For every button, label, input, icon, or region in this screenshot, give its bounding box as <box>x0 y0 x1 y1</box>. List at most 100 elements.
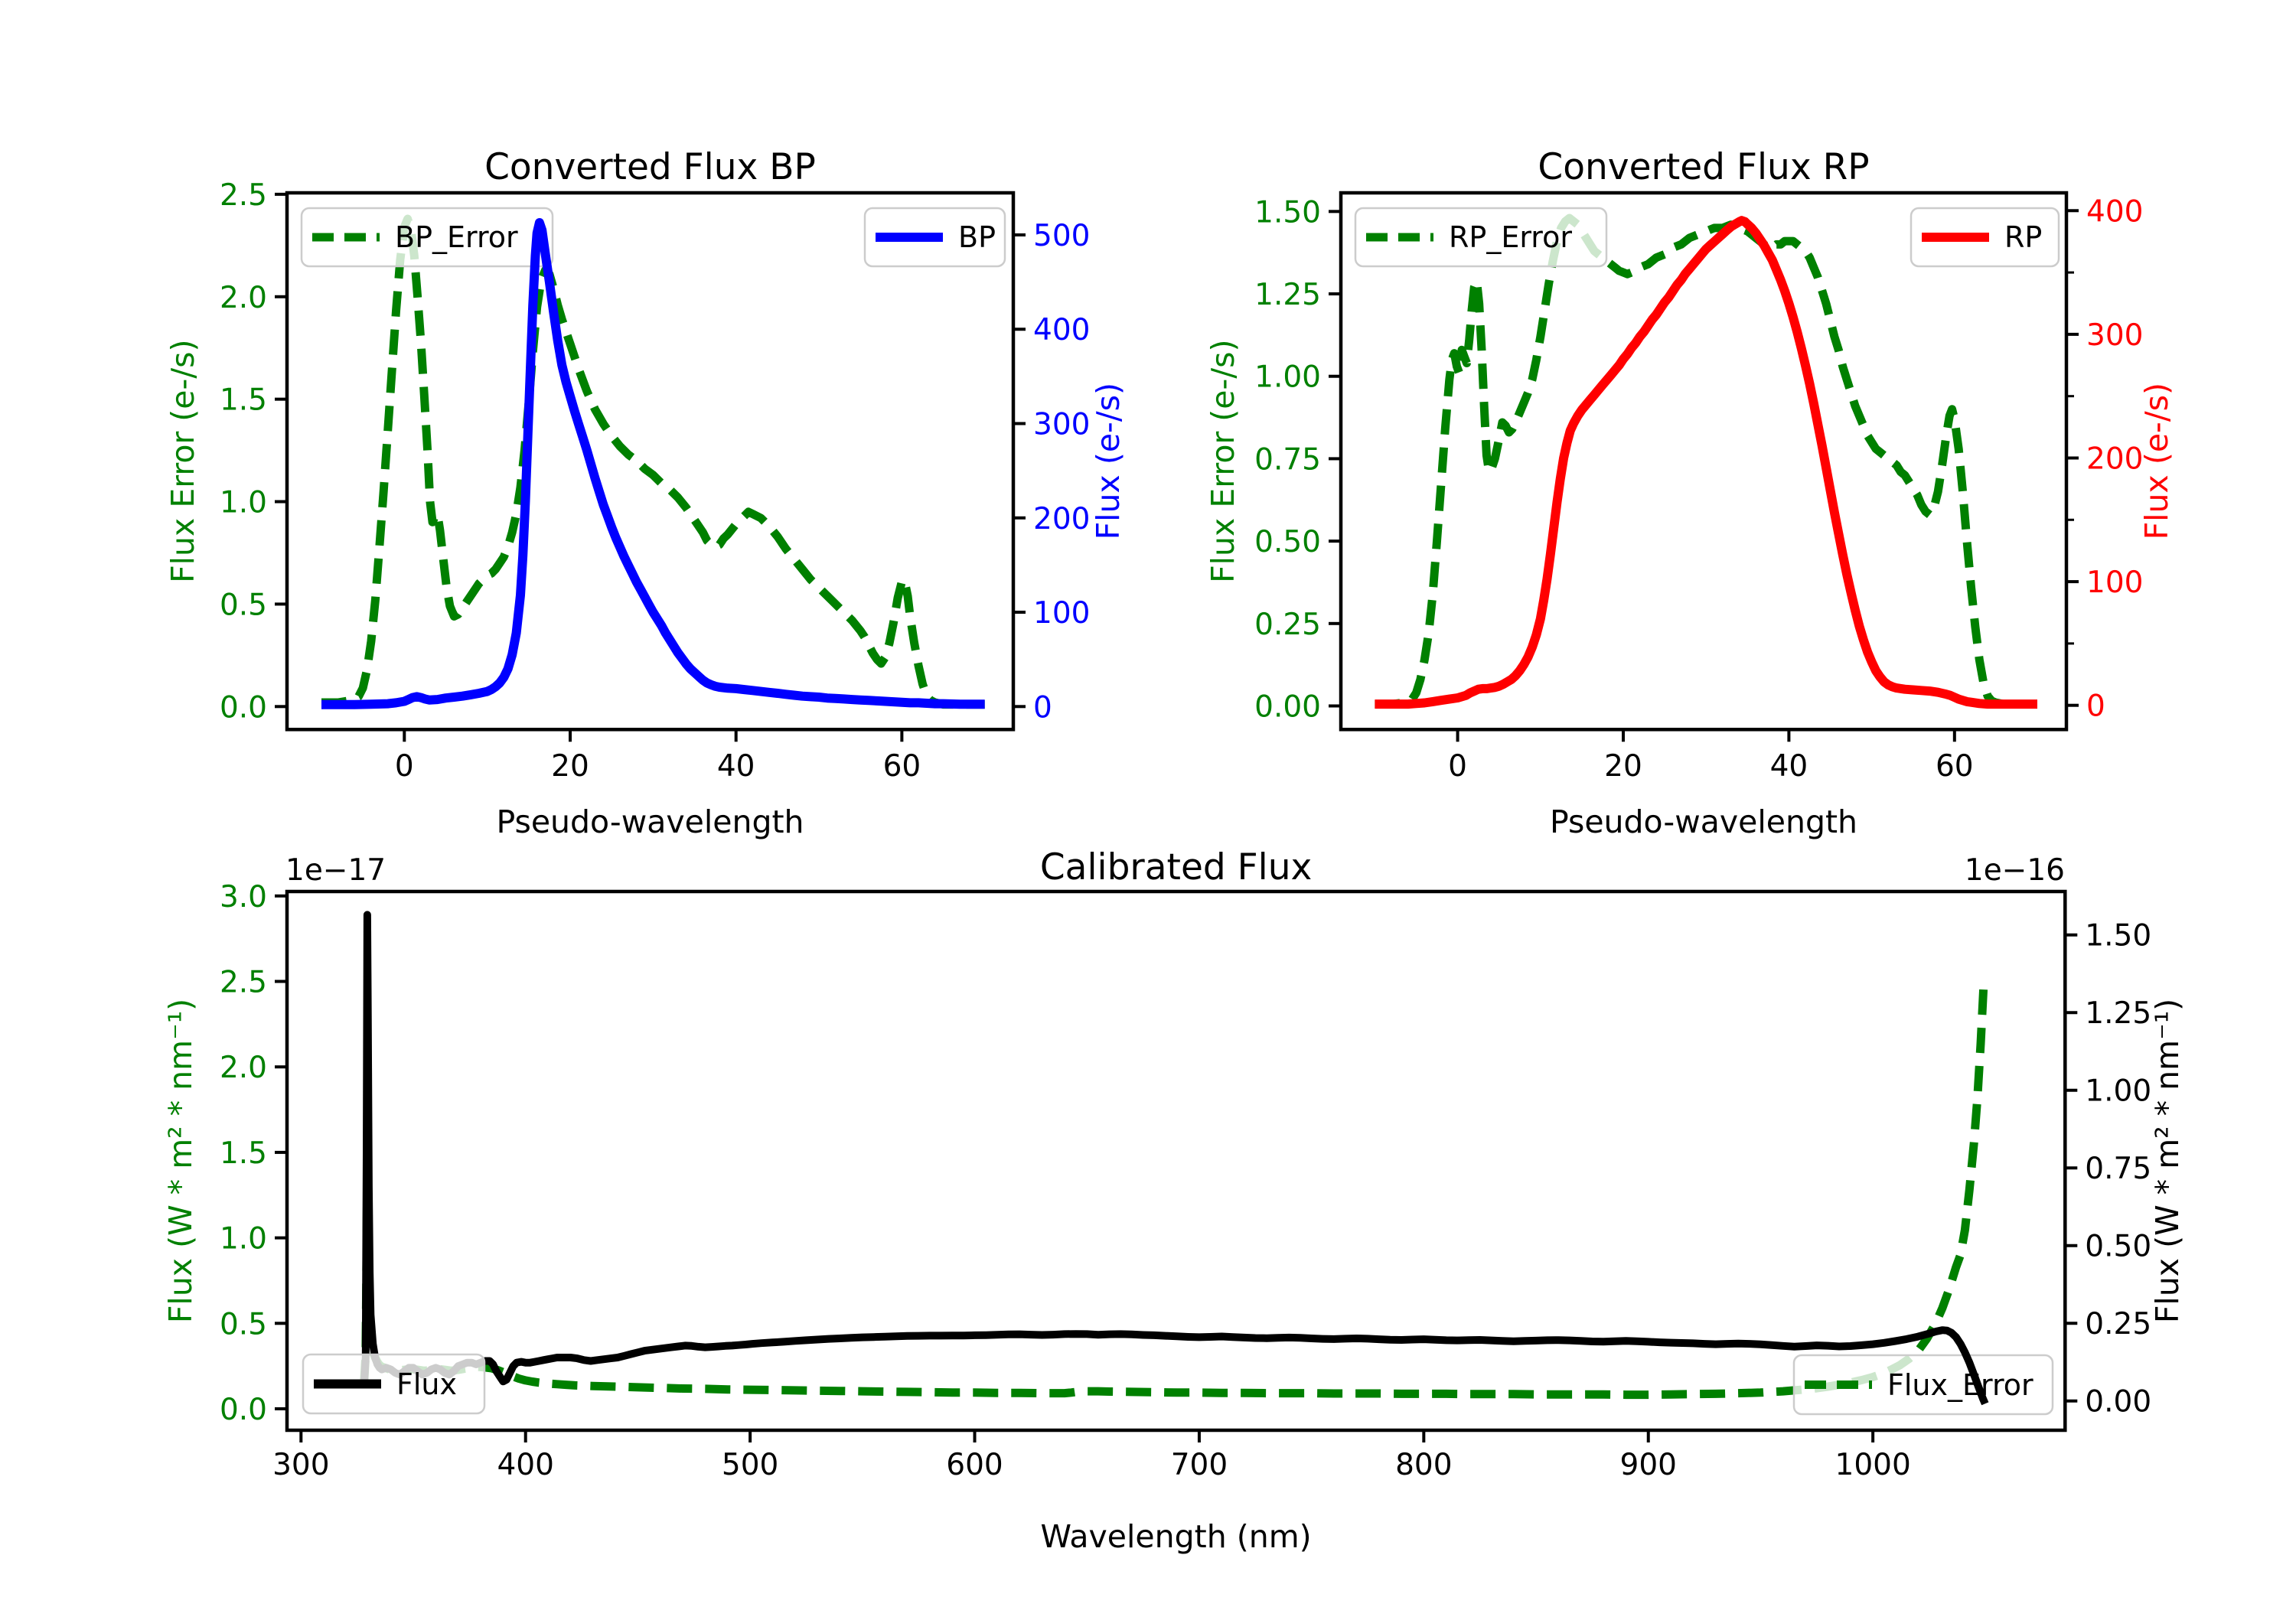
plot-title: Converted Flux BP <box>484 146 816 188</box>
legend-flux[interactable]: Flux <box>302 1353 486 1415</box>
tick-label: 200 <box>2086 442 2143 476</box>
tick-label: 0.00 <box>2085 1385 2151 1420</box>
tick-label: 40 <box>1770 749 1808 784</box>
tick-label: 40 <box>717 749 755 784</box>
legend-label: RP <box>2004 220 2042 254</box>
tick-label: 200 <box>1033 502 1090 536</box>
tick-label: 1.00 <box>1254 360 1321 395</box>
tick-label: 1.50 <box>2085 919 2151 953</box>
tick-label: 0.0 <box>220 1393 267 1427</box>
tick-label: 300 <box>2086 318 2143 353</box>
series-slot-bp-error <box>321 214 985 709</box>
tick-label: 0.25 <box>1254 608 1321 642</box>
tick-label: 2.0 <box>220 281 267 315</box>
tick-label: 0.5 <box>220 588 267 622</box>
tick-label: 1.5 <box>220 1136 267 1171</box>
legend-flux-error[interactable]: Flux_Error <box>1792 1354 2054 1416</box>
tick-label: 0 <box>1448 749 1467 784</box>
legend-label: Flux_Error <box>1887 1368 2033 1402</box>
tick-label: 100 <box>2086 566 2143 600</box>
tick-label: 500 <box>722 1448 778 1482</box>
tick-label: 400 <box>497 1448 553 1482</box>
series-slot-bp <box>321 218 985 709</box>
tick-label: 300 <box>1033 408 1090 442</box>
tick-label: 0.00 <box>1254 689 1321 724</box>
tick-label: 500 <box>1033 219 1090 253</box>
tick-label: 2.0 <box>220 1051 267 1085</box>
plot-title: Calibrated Flux <box>1040 846 1313 888</box>
tick-label: 2.5 <box>220 966 267 1000</box>
y-axis-label-left: Flux (W * m² * nm⁻¹) <box>162 999 199 1323</box>
series-slot-rp-error <box>1375 214 2037 709</box>
legend-bp[interactable]: BP <box>863 207 1006 268</box>
series-slot-rp <box>1375 216 2037 709</box>
tick-label: 0.0 <box>220 690 267 725</box>
tick-label: 700 <box>1171 1448 1228 1482</box>
tick-label: 0.5 <box>220 1307 267 1341</box>
legend-label: RP_Error <box>1449 220 1572 254</box>
legend-label: BP_Error <box>395 220 518 254</box>
x-axis-label: Wavelength (nm) <box>1041 1518 1312 1555</box>
legend-rp[interactable]: RP <box>1910 207 2060 268</box>
offset-text-left: 1e−17 <box>285 853 386 888</box>
y-axis-label-right: Flux (e-/s) <box>1090 383 1127 539</box>
axes-spines <box>285 889 2067 1433</box>
series-RP <box>1375 216 2037 709</box>
tick-label: 0.75 <box>1254 442 1321 477</box>
plot-title: Converted Flux RP <box>1538 146 1869 188</box>
axes-spines <box>1339 191 2069 732</box>
tick-label: 400 <box>1033 313 1090 347</box>
y-axis-label-right: Flux (W * m² * nm⁻¹) <box>2149 999 2186 1323</box>
legend-box <box>302 1353 486 1415</box>
series-BP <box>321 218 985 709</box>
legend-rp-error[interactable]: RP_Error <box>1354 207 1608 268</box>
legend-label: Flux <box>396 1367 457 1401</box>
tick-label: 1.5 <box>220 383 267 418</box>
tick-label: 60 <box>883 749 921 784</box>
y-axis-label-left: Flux Error (e-/s) <box>165 339 201 582</box>
plot-calibrated-flux: Calibrated Flux 1e−17 1e−16 300 400 500 600… <box>162 846 2186 1555</box>
legend-box <box>300 207 554 268</box>
tick-label: 3.0 <box>220 880 267 914</box>
series-RP_Error <box>1375 214 2037 709</box>
tick-label: 0.50 <box>2085 1230 2151 1264</box>
tick-label: 300 <box>272 1448 329 1482</box>
legend-bp-error[interactable]: BP_Error <box>300 207 554 268</box>
tick-label: 400 <box>2086 194 2143 229</box>
tick-label: 0.50 <box>1254 525 1321 559</box>
legend-label: BP <box>958 220 996 254</box>
y-axis-label-right: Flux (e-/s) <box>2138 383 2175 539</box>
tick-label: 60 <box>1936 749 1974 784</box>
tick-label: 1.0 <box>220 1222 267 1257</box>
tick-label: 1.00 <box>2085 1074 2151 1109</box>
tick-label: 20 <box>1604 749 1642 784</box>
tick-label: 2.5 <box>220 178 267 213</box>
tick-label: 900 <box>1620 1448 1677 1482</box>
tick-label: 1.50 <box>1254 195 1321 230</box>
plot-converted-flux-rp: Converted Flux RP 0 20 40 60 0.00 0.25 0.50 0.7… <box>1205 146 2175 840</box>
tick-label: 800 <box>1395 1448 1452 1482</box>
x-axis-label: Pseudo-wavelength <box>1550 804 1857 840</box>
series-slot-flux <box>360 911 1989 1406</box>
offset-text-right: 1e−16 <box>1965 853 2065 888</box>
series-BP_Error <box>321 214 985 709</box>
legend-box <box>1354 207 1608 268</box>
tick-label: 1000 <box>1835 1448 1911 1482</box>
tick-label: 1.0 <box>220 486 267 520</box>
tick-label: 0 <box>2086 689 2105 724</box>
tick-label: 0 <box>395 749 414 784</box>
plot-converted-flux-bp: Converted Flux BP 0 20 40 60 0.0 0.5 1.0 1.5 2.0… <box>165 146 1127 840</box>
series-Flux <box>360 911 1989 1406</box>
tick-label: 1.25 <box>2085 996 2151 1031</box>
tick-label: 20 <box>551 749 589 784</box>
x-axis-label: Pseudo-wavelength <box>496 804 804 840</box>
tick-label: 0.25 <box>2085 1307 2151 1341</box>
tick-label: 0.75 <box>2085 1152 2151 1186</box>
y-axis-label-left: Flux Error (e-/s) <box>1205 339 1241 582</box>
legend-box <box>1792 1354 2054 1416</box>
tick-label: 1.25 <box>1254 278 1321 312</box>
tick-label: 600 <box>946 1448 1003 1482</box>
axes-spines <box>285 191 1016 732</box>
